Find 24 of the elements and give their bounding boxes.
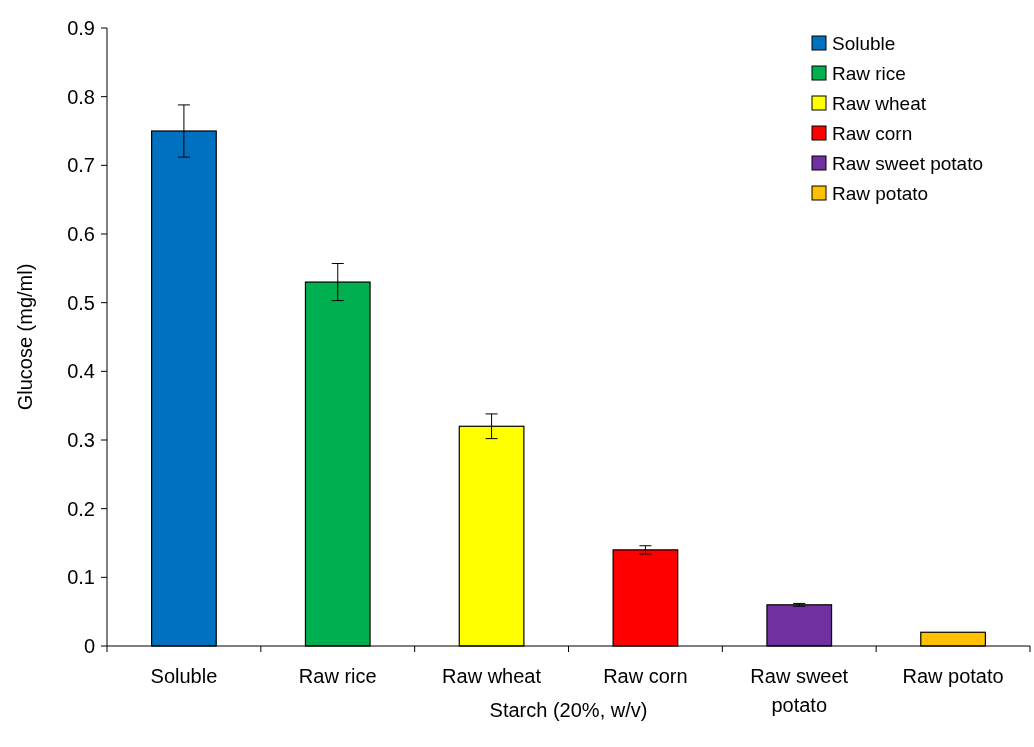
- legend-label: Soluble: [832, 32, 896, 54]
- y-tick-label: 0.6: [67, 223, 95, 245]
- legend-label: Raw wheat: [832, 92, 927, 114]
- y-tick-label: 0.1: [67, 566, 95, 589]
- legend-label: Raw sweet potato: [832, 152, 984, 174]
- y-tick-label: 0.2: [67, 497, 95, 520]
- y-tick-label: 0.4: [67, 360, 95, 383]
- y-tick-label: 0: [83, 635, 95, 657]
- legend-label: Raw corn: [832, 122, 913, 144]
- y-axis-title: Glucose (mg/ml): [14, 263, 36, 411]
- x-tick-label: Raw potato: [902, 665, 1004, 687]
- x-axis-title: Starch (20%, w/v): [489, 699, 648, 721]
- x-tick-label: Raw wheat: [442, 665, 542, 687]
- y-tick-label: 0.7: [67, 154, 95, 177]
- y-tick-label: 0.3: [67, 429, 95, 451]
- legend-label: Raw rice: [832, 62, 906, 84]
- y-tick-label: 0.5: [67, 291, 95, 314]
- y-tick-label: 0.9: [67, 17, 95, 39]
- x-tick-label: Raw sweet potato: [750, 665, 849, 716]
- x-tick-label: Soluble: [150, 665, 218, 687]
- y-tick-label: 0.8: [67, 85, 95, 108]
- x-tick-label: Raw rice: [298, 665, 377, 687]
- legend-label: Raw potato: [832, 182, 929, 204]
- x-tick-label: Raw corn: [603, 665, 688, 687]
